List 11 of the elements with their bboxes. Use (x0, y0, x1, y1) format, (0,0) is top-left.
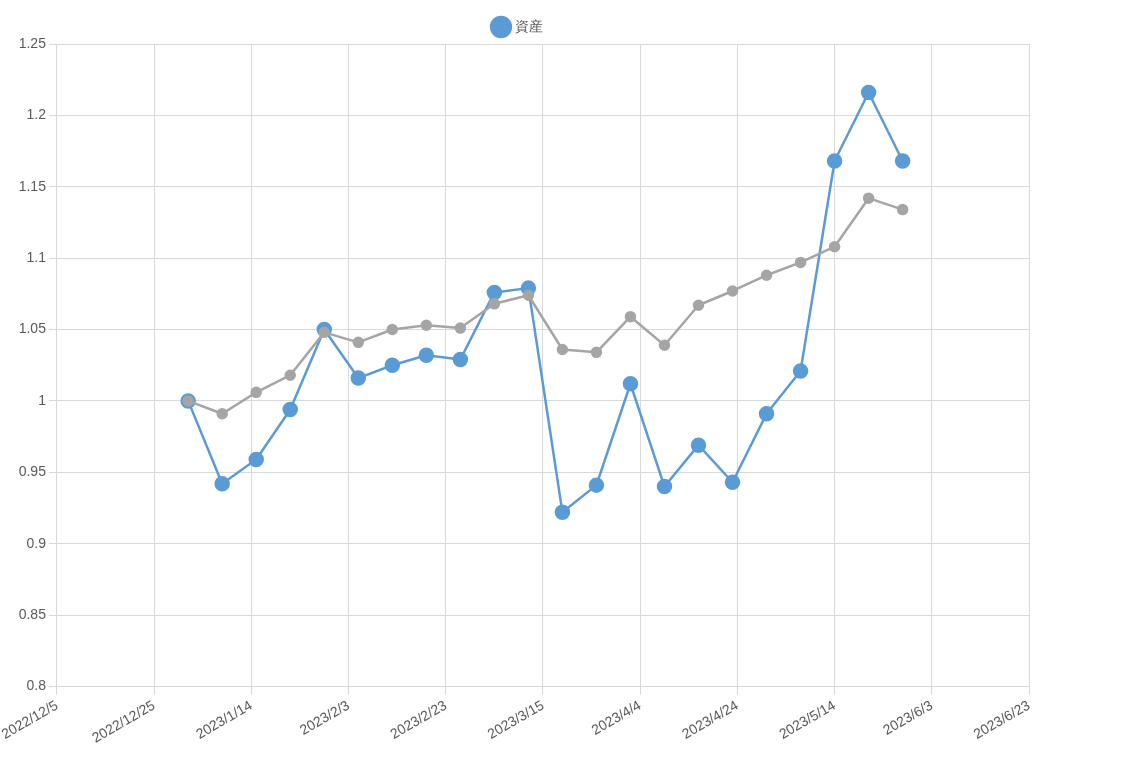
y-tick-label: 0.85 (18, 605, 47, 622)
y-tick-label: 1.2 (26, 106, 47, 123)
y-tick-label: 1.05 (18, 320, 47, 337)
y-tick-label: 0.95 (18, 463, 47, 480)
y-tick-label: 1 (38, 391, 47, 408)
y-tick-label: 1.15 (18, 177, 47, 194)
y-tick-label: 1.1 (26, 249, 47, 265)
legend-label: 資産 (515, 17, 543, 34)
y-tick-label: 0.9 (26, 534, 47, 551)
y-tick-label: 0.8 (26, 677, 47, 694)
y-tick-label: 1.25 (18, 34, 47, 51)
